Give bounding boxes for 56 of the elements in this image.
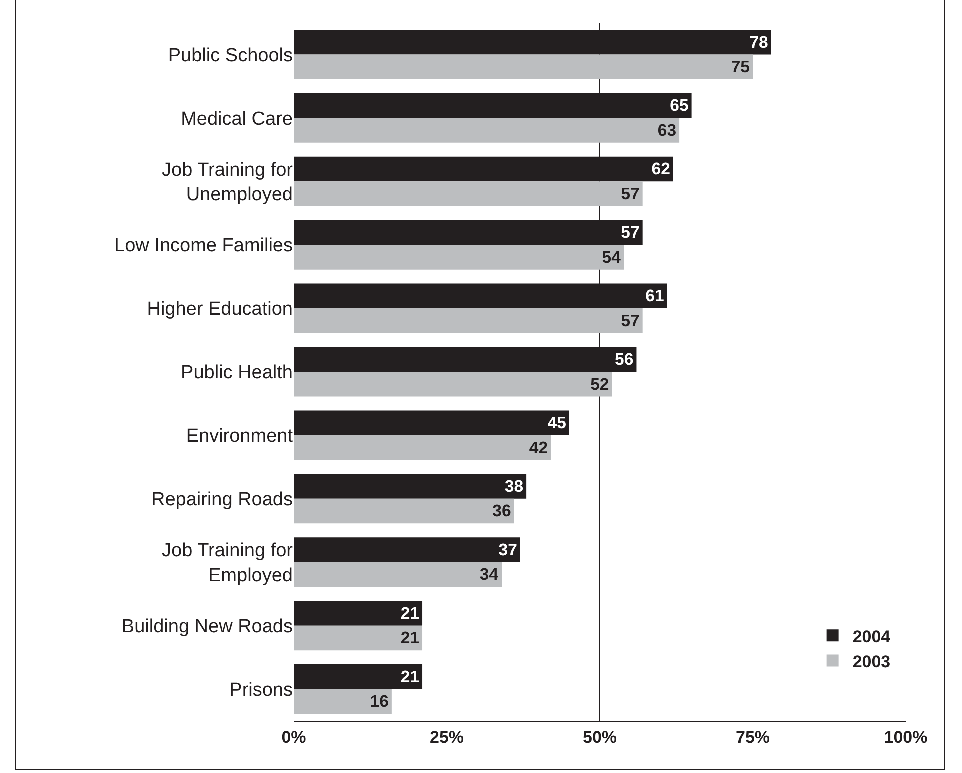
data-label: 16 xyxy=(370,692,389,712)
data-label: 54 xyxy=(602,248,622,267)
bar xyxy=(294,118,680,143)
data-label: 65 xyxy=(670,96,689,116)
y-tick-label: Job Training for Unemployed xyxy=(162,160,294,206)
data-label: 62 xyxy=(652,160,670,179)
y-tick-label: Job Training for Employed xyxy=(162,540,294,586)
data-label: 56 xyxy=(615,350,634,370)
bar xyxy=(294,664,423,690)
data-label: 21 xyxy=(400,628,420,648)
bar xyxy=(294,372,612,397)
data-label: 38 xyxy=(504,476,524,496)
bar xyxy=(294,601,423,626)
data-label: 34 xyxy=(480,565,500,584)
data-label: 37 xyxy=(498,540,518,560)
bar xyxy=(294,474,527,499)
bar xyxy=(294,498,514,524)
data-label: 42 xyxy=(529,438,548,458)
data-label: 63 xyxy=(658,120,677,140)
bar xyxy=(294,308,643,334)
data-label: 57 xyxy=(621,184,640,204)
bar xyxy=(294,689,392,714)
data-label: 57 xyxy=(621,223,640,242)
x-tick-label: 75% xyxy=(736,728,770,747)
y-tick-label: Building New Roads xyxy=(122,616,293,638)
x-tick-label: 0% xyxy=(282,728,306,747)
bar xyxy=(294,435,552,460)
data-label: 57 xyxy=(621,311,640,330)
bar xyxy=(294,562,502,588)
y-tick-label: Higher Education xyxy=(147,299,293,320)
legend-label: 2004 xyxy=(852,627,892,646)
data-label: 45 xyxy=(548,414,566,433)
bar xyxy=(294,626,423,651)
y-tick-label: Low Income Families xyxy=(114,236,293,257)
y-tick-label: Public Schools xyxy=(168,45,293,66)
y-tick-label: Repairing Roads xyxy=(151,490,293,511)
data-label: 61 xyxy=(646,286,664,306)
bar xyxy=(294,538,520,562)
data-label: 36 xyxy=(492,502,512,521)
data-label: 52 xyxy=(590,374,610,394)
y-tick-label: Prisons xyxy=(230,680,293,701)
data-label: 78 xyxy=(750,32,768,52)
data-label: 75 xyxy=(731,58,750,77)
bar xyxy=(294,410,570,436)
bar xyxy=(294,54,753,80)
y-tick-label: Public Health xyxy=(181,362,293,384)
bar xyxy=(294,182,643,206)
x-tick-label: 100% xyxy=(884,728,928,747)
x-tick-label: 25% xyxy=(430,728,464,747)
x-tick-label: 50% xyxy=(582,728,618,747)
data-label: 21 xyxy=(400,667,420,686)
bar xyxy=(294,245,624,270)
data-label: 21 xyxy=(400,604,420,623)
y-tick-label: Environment xyxy=(186,426,294,448)
legend-label: 2003 xyxy=(852,652,891,672)
y-tick-label: Medical Care xyxy=(181,108,293,130)
